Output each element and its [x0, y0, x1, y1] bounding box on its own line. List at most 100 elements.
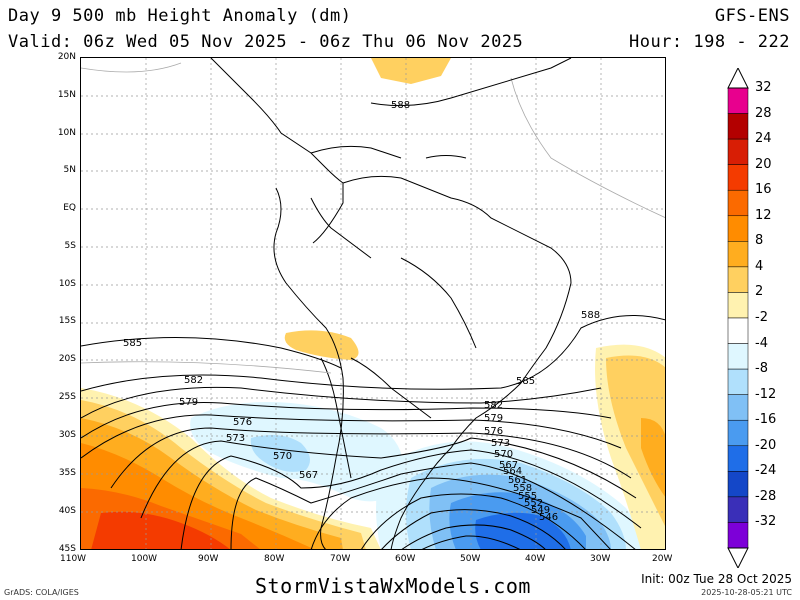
lon-label: 50W [460, 554, 481, 564]
contour-label: 585 [123, 338, 142, 349]
contour-label: 582 [484, 400, 503, 411]
contour-label: 558 [513, 483, 532, 494]
lon-label: 100W [131, 554, 158, 564]
colorbar-label: 32 [755, 80, 772, 95]
colorbar-label: 28 [755, 105, 772, 121]
contour-label: 585 [516, 376, 535, 387]
timestamp: 2025-10-28-05:21 UTC [701, 588, 792, 597]
colorbar-label: -12 [755, 386, 777, 402]
height-contours [81, 58, 666, 550]
contour-label: 588 [581, 310, 600, 321]
contour-label: 570 [494, 449, 513, 460]
colorbar-label: 20 [755, 156, 772, 172]
lat-label: 5S [64, 241, 76, 251]
colorbar-cell [727, 471, 749, 498]
contour-label: 588 [391, 100, 410, 111]
colorbar-label: 24 [755, 131, 772, 147]
colorbar-label: -16 [755, 412, 777, 428]
colorbar-cell [727, 317, 749, 344]
colorbar-cell [727, 445, 749, 472]
colorbar-cell [727, 368, 749, 395]
lon-label: 70W [330, 554, 351, 564]
colorbar-label: -20 [755, 437, 777, 453]
contour-label: 570 [273, 451, 292, 462]
contour-label: 546 [539, 512, 558, 523]
lat-label: 20N [57, 52, 76, 62]
lat-label: 10N [57, 128, 76, 138]
forecast-hours: Hour: 198 - 222 [628, 32, 790, 52]
anomaly-map: 588 588 585 585 582 582 579 579 576 576 … [81, 58, 666, 550]
climo-lines [81, 62, 666, 374]
colorbar-cell [727, 241, 749, 268]
model-name: GFS-ENS [714, 6, 790, 26]
valid-time: Valid: 06z Wed 05 Nov 2025 - 06z Thu 06 … [8, 32, 524, 52]
colorbar-cell [727, 419, 749, 447]
contour-label: 567 [299, 470, 318, 481]
colorbar-bottom-arrow [727, 547, 749, 568]
colorbar-cell [727, 292, 749, 319]
colorbar-label: -4 [755, 335, 768, 351]
colorbar-label: 16 [755, 182, 772, 198]
lon-label: 80W [264, 554, 285, 564]
contour-label: 561 [508, 475, 527, 486]
map-svg: 588 588 585 585 582 582 579 579 576 576 … [81, 58, 666, 550]
colorbar-cell [727, 343, 749, 370]
colorbar-label: -2 [755, 310, 768, 325]
contour-label: 582 [184, 375, 203, 386]
contour-label: 567 [499, 460, 518, 471]
contour-label: 549 [531, 505, 550, 516]
colorbar-cell [727, 189, 749, 217]
anomaly-shading [81, 58, 666, 550]
contour-label: 555 [518, 491, 537, 502]
website-label: StormVistaWxModels.com [255, 574, 531, 598]
colorbar-cell [727, 266, 749, 293]
contour-label: 579 [484, 413, 503, 424]
contour-label: 576 [484, 426, 503, 437]
lat-label: 40S [58, 506, 76, 516]
lat-label: EQ [63, 203, 76, 213]
contour-label: 573 [491, 438, 510, 449]
lon-label: 40W [525, 554, 546, 564]
colorbar [727, 68, 749, 568]
colorbar-cell [727, 87, 749, 114]
contour-label-group: 588 588 585 585 582 582 579 579 576 576 … [123, 100, 600, 523]
lat-label: 15N [57, 90, 76, 100]
contour-label: 576 [233, 417, 252, 428]
colorbar-cell [727, 522, 749, 549]
contour-label: 552 [524, 498, 543, 509]
lat-label: 25S [58, 392, 76, 402]
lon-label: 60W [395, 554, 416, 564]
lat-label: 30S [58, 430, 76, 440]
map-title: Day 9 500 mb Height Anomaly (dm) [8, 6, 352, 26]
colorbar-top-arrow [727, 68, 749, 89]
colorbar-label: 4 [755, 258, 764, 274]
lat-label: 45S [58, 544, 76, 554]
colorbar-label: 12 [755, 207, 772, 223]
colorbar-label: -28 [755, 488, 777, 504]
contour-label: 573 [226, 433, 245, 444]
contour-label: 579 [179, 397, 198, 408]
lon-label: 90W [198, 554, 219, 564]
colorbar-cell [727, 496, 749, 523]
colorbar-label: -32 [755, 514, 777, 530]
lat-label: 35S [58, 468, 76, 478]
init-time: Init: 00z Tue 28 Oct 2025 [641, 572, 792, 586]
lat-label: 5N [63, 165, 76, 175]
credit-label: GrADS: COLA/IGES [4, 588, 79, 597]
colorbar-cell [727, 215, 749, 242]
colorbar-label: 8 [755, 233, 764, 249]
lon-label: 20W [652, 554, 673, 564]
colorbar-label: -8 [755, 361, 768, 377]
colorbar-cell [727, 113, 749, 140]
colorbar-cell [727, 164, 749, 191]
lon-label: 30W [590, 554, 611, 564]
lat-label: 10S [58, 279, 76, 289]
colorbar-cell [727, 394, 749, 421]
lat-label: 15S [58, 316, 76, 326]
colorbar-label: 2 [755, 284, 764, 300]
lon-label: 110W [60, 554, 87, 564]
colorbar-cell [727, 138, 749, 165]
lat-label: 20S [58, 354, 76, 364]
colorbar-label: -24 [755, 463, 777, 479]
contour-label: 564 [503, 466, 522, 477]
